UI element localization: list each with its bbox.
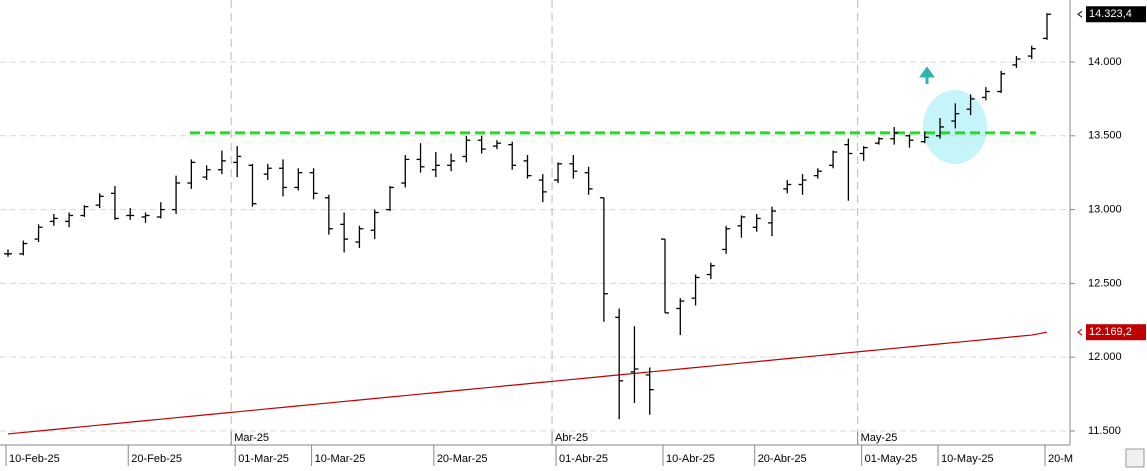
month-label: Mar-25 [234, 432, 269, 444]
x-tick-label: 20-Abr-25 [758, 453, 807, 465]
moving-average [7, 331, 1048, 435]
x-tick-label: 01-Mar-25 [238, 453, 289, 465]
last-value-box [1086, 324, 1146, 341]
x-tick-label: 20-Feb-25 [131, 453, 182, 465]
y-tick-label: 13.000 [1088, 203, 1122, 215]
last-value-marker [1077, 328, 1083, 336]
y-tick-label: 13.500 [1088, 130, 1122, 142]
last-value-box [1086, 6, 1146, 23]
x-tick-label: 01-Abr-25 [559, 453, 608, 465]
y-tick-label: 12.000 [1088, 351, 1122, 363]
x-tick-label: 20-Mar-25 [437, 453, 488, 465]
scroll-button[interactable] [1125, 448, 1145, 468]
last-value-label: 12.169,2 [1089, 326, 1132, 338]
last-value-marker [1077, 10, 1083, 18]
up-arrow [919, 66, 935, 84]
last-value-label: 14.323,4 [1089, 8, 1132, 20]
y-tick-label: 11.500 [1088, 425, 1121, 437]
x-tick-label: 10-Mar-25 [315, 453, 366, 465]
x-tick-label: 10-Feb-25 [9, 453, 60, 465]
month-label: May-25 [861, 432, 898, 444]
month-label: Abr-25 [555, 432, 588, 444]
x-tick-label: 10-May-25 [941, 453, 994, 465]
x-tick-label: 10-Abr-25 [666, 453, 715, 465]
x-tick-label: 20-M [1048, 453, 1073, 465]
y-tick-label: 14.000 [1088, 56, 1122, 68]
y-tick-label: 12.500 [1088, 277, 1122, 289]
plot-area [0, 0, 1070, 445]
x-tick-label: 01-May-25 [865, 453, 918, 465]
